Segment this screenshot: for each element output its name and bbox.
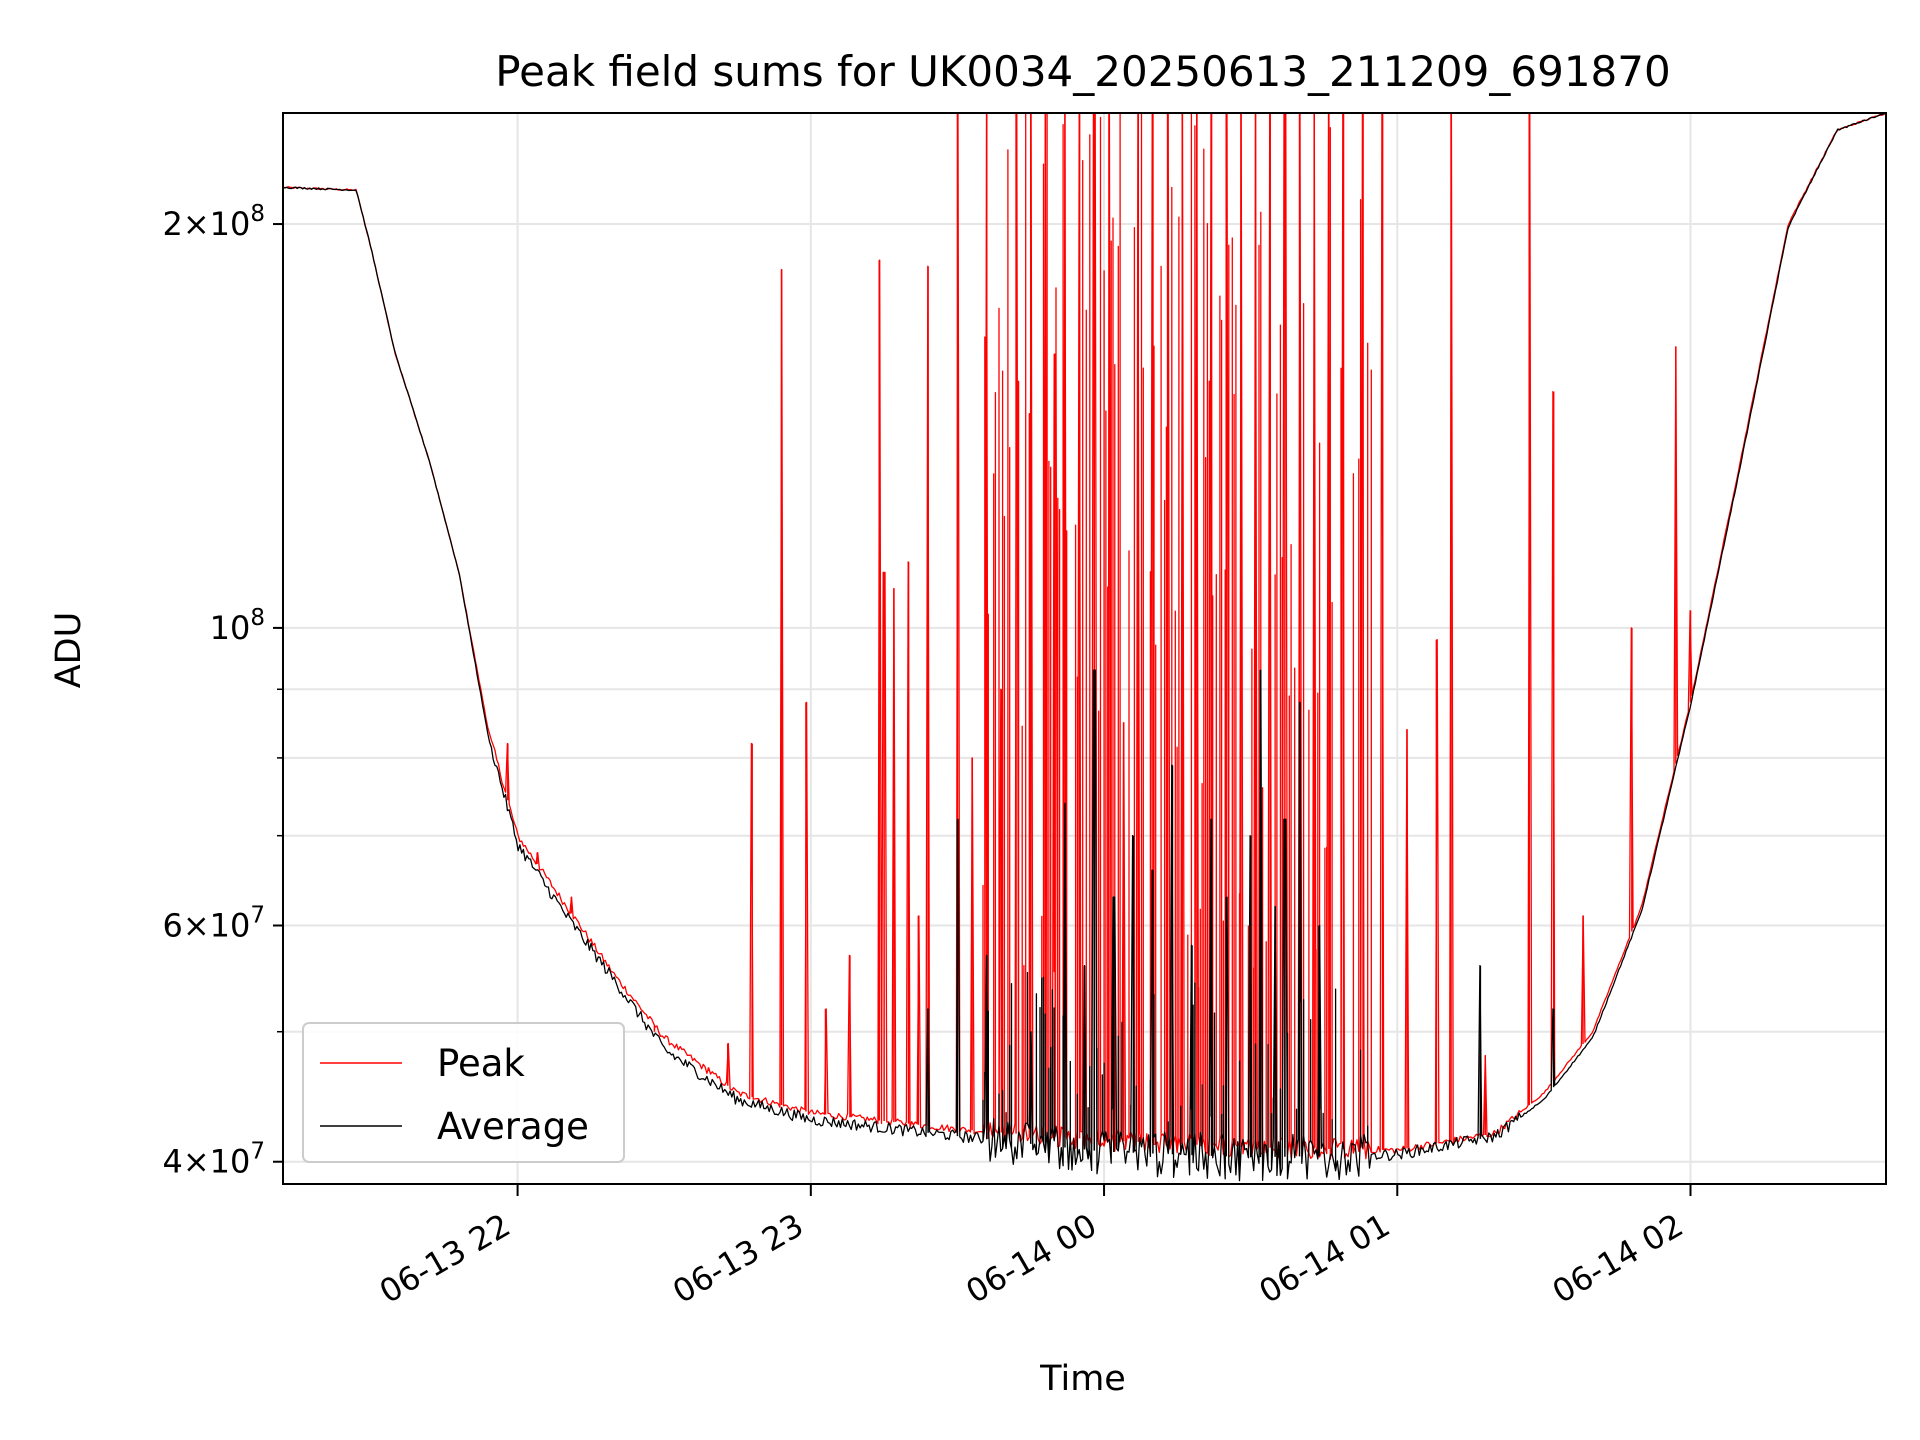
legend-box — [302, 1022, 625, 1163]
legend-label-average: Average — [437, 1105, 589, 1148]
series-layer — [283, 113, 1886, 1182]
y-tick-label: 2×108 — [162, 201, 265, 243]
y-tick-label: 4×107 — [162, 1139, 265, 1181]
series-line-average — [283, 113, 1886, 1182]
chart-title: Peak field sums for UK0034_20250613_2112… — [495, 47, 1670, 96]
series-average — [283, 113, 1886, 1182]
y-axis-title: ADU — [49, 612, 89, 689]
y-tick-label: 6×107 — [162, 903, 265, 945]
legend: Peak Average — [302, 1022, 625, 1163]
plot-frame — [282, 112, 1887, 1185]
legend-label-peak: Peak — [437, 1042, 525, 1085]
y-axis-ticks: 4×107 6×107 108 2×108 — [162, 201, 283, 1181]
x-axis-title: Time — [1039, 1359, 1126, 1399]
y-tick-label: 108 — [210, 605, 265, 647]
